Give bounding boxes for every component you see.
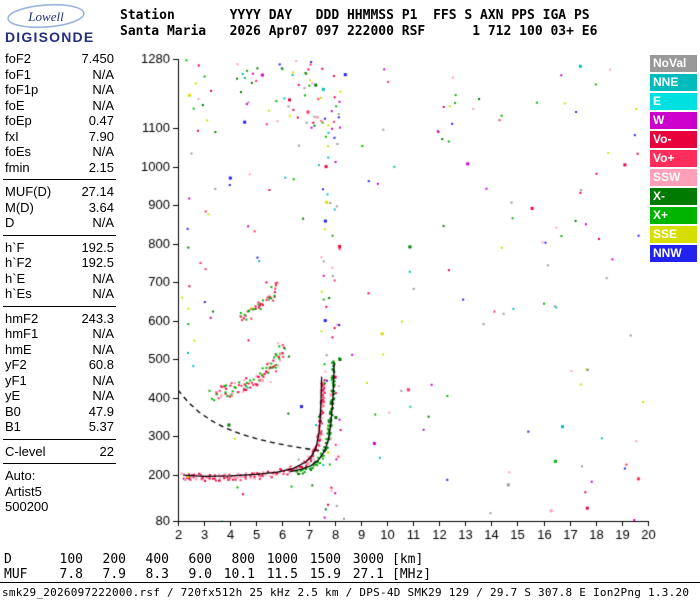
row-label: D [4, 552, 12, 567]
row-value: 800 [231, 552, 255, 567]
row-value: 200 [102, 552, 126, 567]
legend-item-vo: Vo+ [650, 150, 697, 167]
row-value: 100 [59, 552, 83, 567]
legend-item-vo: Vo- [650, 131, 697, 148]
dmuf-table: D 100 200 400 600 800 1000 1500 3000 [km] MUF 7.8 7… [4, 552, 431, 582]
row-value: 3000 [352, 552, 384, 567]
row-value: 7.9 [102, 567, 126, 582]
legend-item-noval: NoVal [650, 55, 697, 72]
legend-item-x: X+ [650, 207, 697, 224]
d-row: D 100 200 400 600 800 1000 1500 3000 [km] [4, 552, 431, 567]
row-unit: [MHz] [392, 567, 432, 582]
row-value: 11.5 [266, 567, 298, 582]
row-unit: [km] [392, 552, 424, 567]
row-value: 10.1 [223, 567, 255, 582]
row-value: 8.3 [145, 567, 169, 582]
legend-item-nne: NNE [650, 74, 697, 91]
legend-item-sse: SSE [650, 226, 697, 243]
legend-item-w: W [650, 112, 697, 129]
row-value: 15.9 [309, 567, 341, 582]
row-value: 600 [188, 552, 212, 567]
legend-item-ssw: SSW [650, 169, 697, 186]
row-value: 7.8 [59, 567, 83, 582]
row-label: MUF [4, 567, 28, 582]
legend-item-e: E [650, 93, 697, 110]
legend: NoVal NNE E W Vo- Vo+ SSW X- X+ SSE NNW [650, 55, 697, 264]
row-value: 9.0 [188, 567, 212, 582]
row-value: 1000 [266, 552, 298, 567]
row-value: 27.1 [352, 567, 384, 582]
row-value: 1500 [309, 552, 341, 567]
muf-row: MUF 7.8 7.9 8.3 9.0 10.1 11.5 15.9 27.1 [MHz] [4, 567, 431, 582]
legend-item-x: X- [650, 188, 697, 205]
legend-item-nnw: NNW [650, 245, 697, 262]
row-value: 400 [145, 552, 169, 567]
status-bar: smk29_2026097222000.rsf / 720fx512h 25 k… [0, 582, 700, 599]
